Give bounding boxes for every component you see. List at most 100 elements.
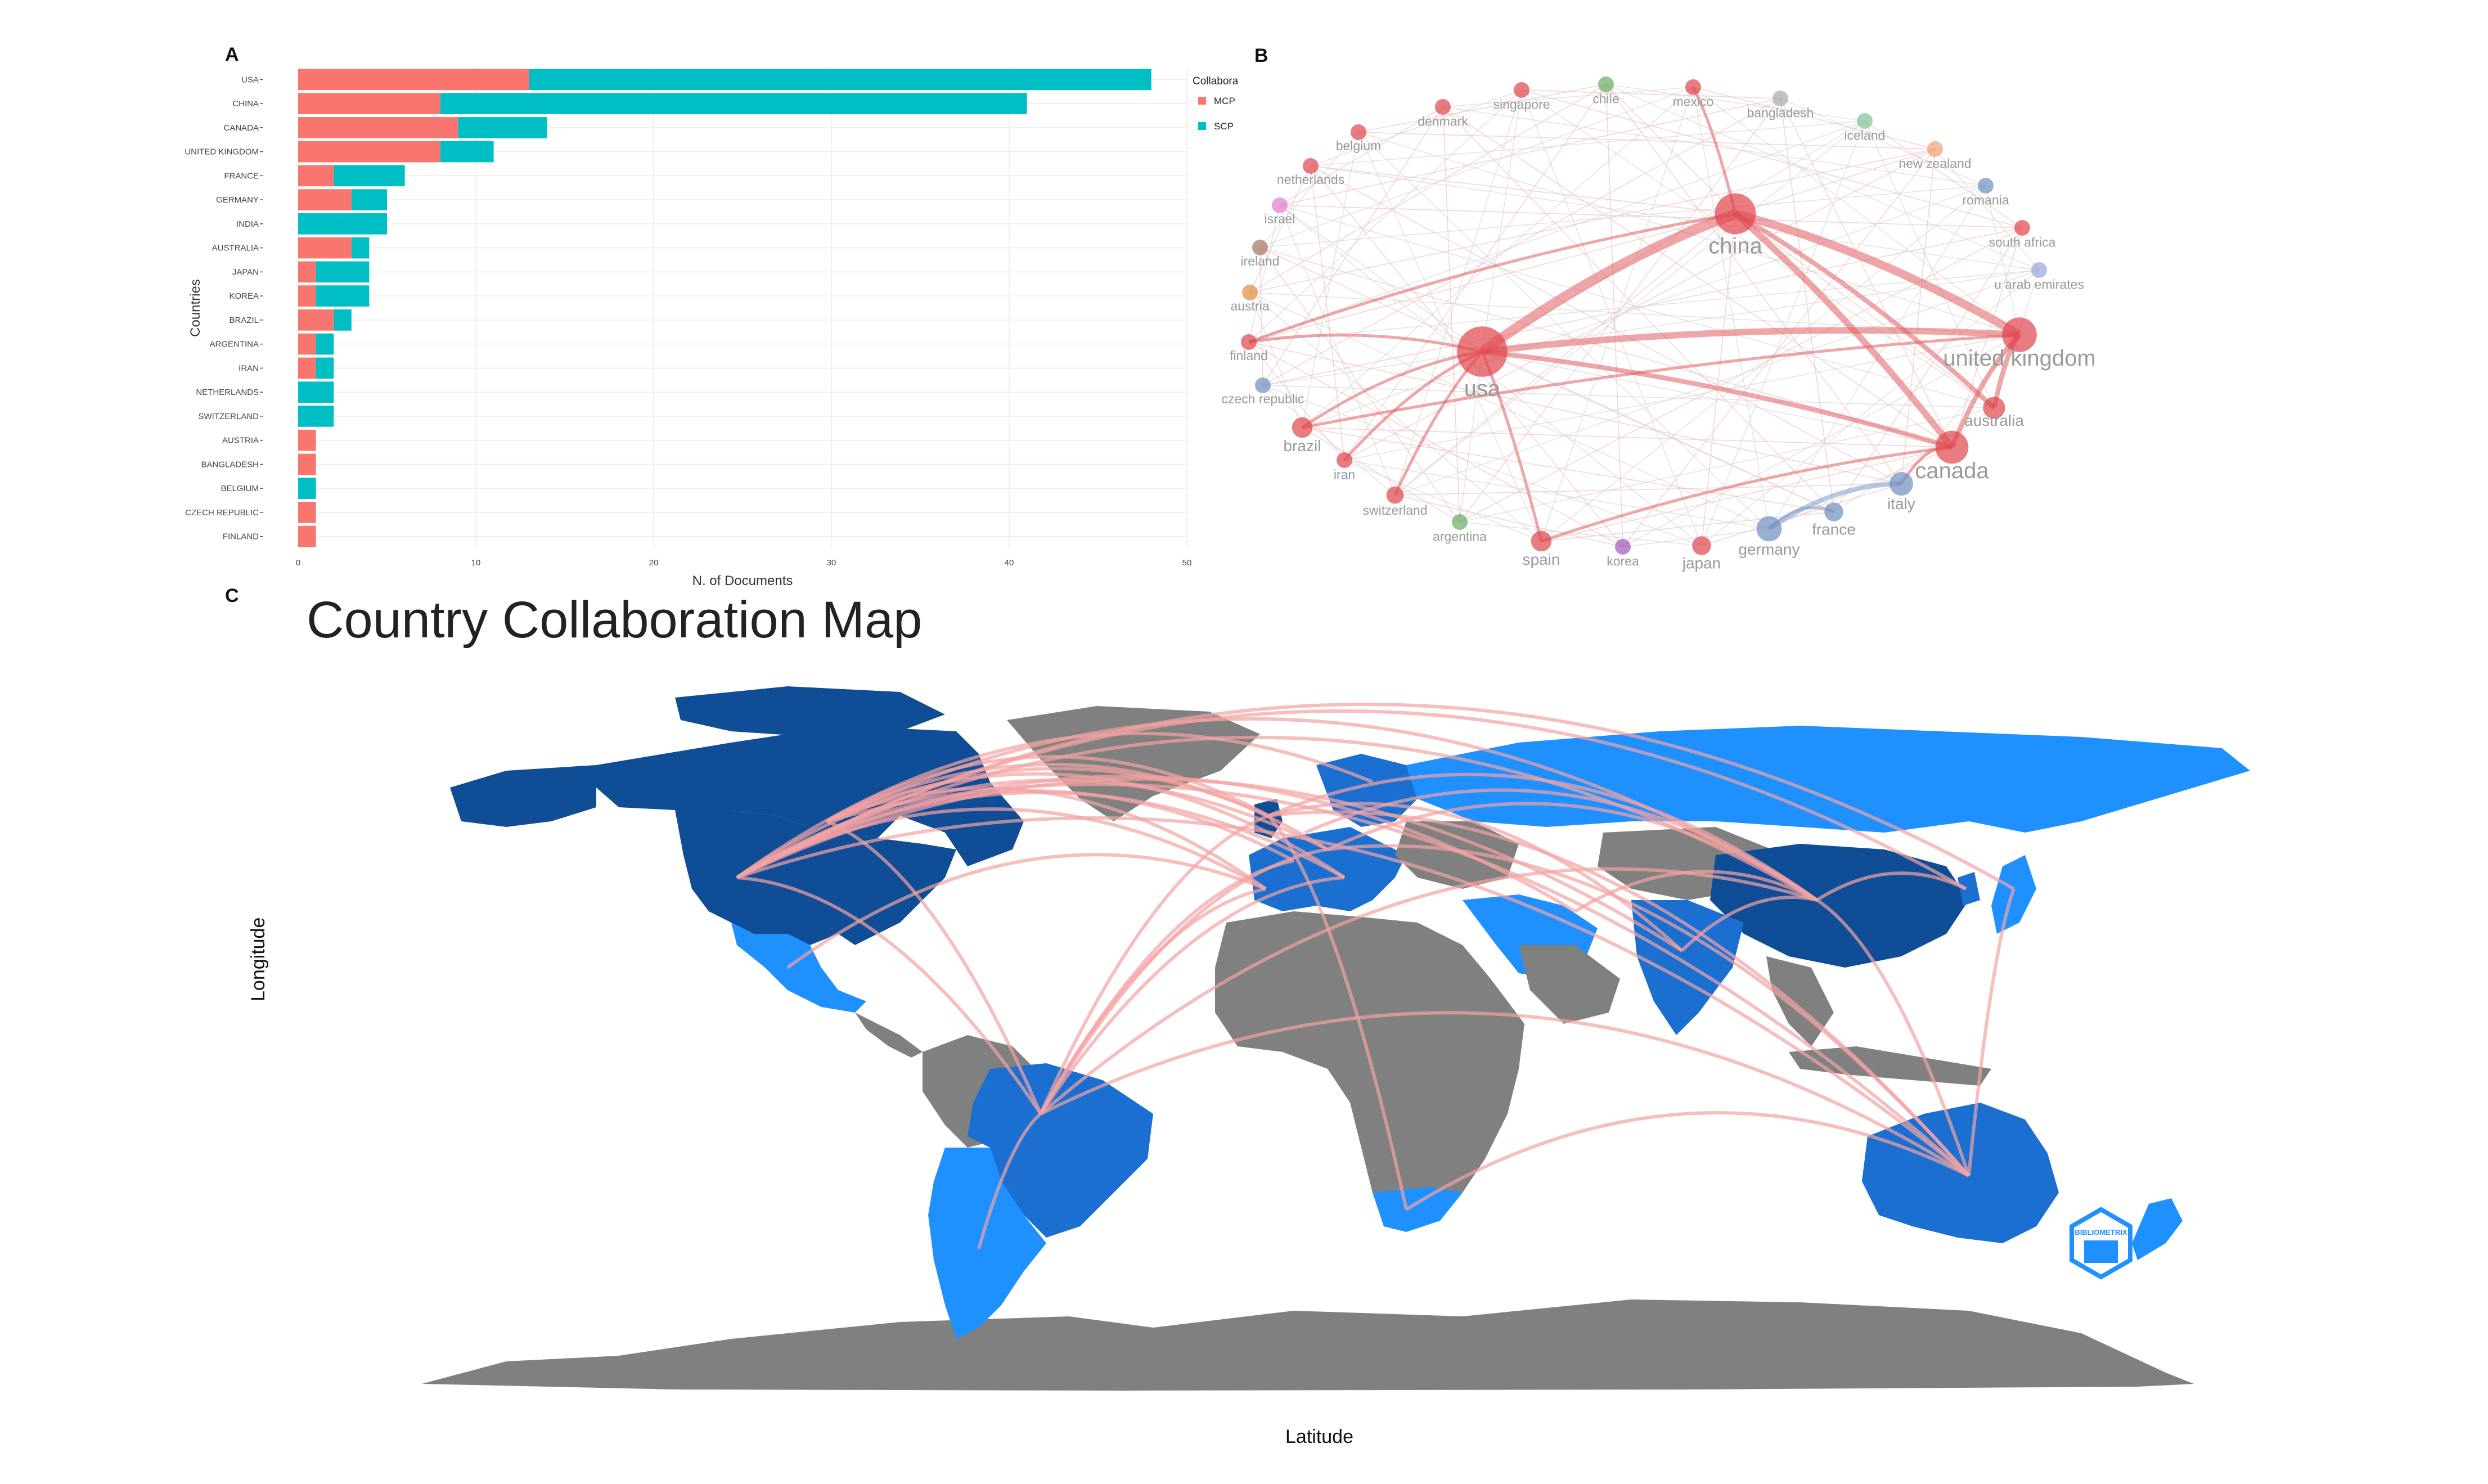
network-edge (1605, 84, 1623, 547)
node-czech (1255, 377, 1271, 393)
legend-label-mcp: MCP (1214, 96, 1235, 106)
network-edge (1248, 120, 1865, 343)
node-label-australia: australia (1964, 412, 2024, 429)
node-label-iran: iran (1334, 467, 1355, 482)
network-edge (1735, 213, 1995, 408)
network-edge (1249, 292, 1542, 542)
node-israel (1272, 197, 1288, 213)
y-tick-label: JAPAN (232, 267, 259, 277)
central-america (855, 1013, 923, 1058)
bar-scp (298, 478, 316, 499)
link-china-germany (1326, 802, 1818, 902)
bar-scp (440, 93, 1027, 114)
network-edge (1249, 84, 1607, 293)
network-edge (1248, 341, 1345, 461)
network-edge (1622, 149, 1936, 547)
network-edge (1780, 98, 1986, 186)
link-india-china (1680, 896, 1817, 952)
node-finland (1241, 334, 1257, 350)
network-edge (1310, 120, 1865, 167)
node-label-chile: chile (1592, 92, 1619, 106)
network-edge (1833, 407, 1995, 512)
y-tick-label: BELGIUM (221, 484, 259, 493)
node-label-canada: canada (1915, 458, 1989, 483)
network-edge (1521, 89, 1781, 99)
link-netherlands-china (1304, 788, 1818, 902)
node-romania (1978, 178, 1994, 194)
y-tick-label: USA (241, 75, 259, 84)
node-iran (1337, 452, 1352, 468)
node-label-israel: israel (1265, 212, 1295, 226)
network-edge (1259, 247, 1834, 512)
node-label-spain: spain (1523, 551, 1560, 568)
network-edge-usa-finland (1248, 334, 1483, 353)
y-tick-label: GERMANY (216, 195, 259, 205)
panel-a: A USA CHINA CANADA UNITED KINGDOM FRANCE GERM… (0, 0, 1256, 596)
network-edge (1780, 98, 1834, 512)
node-sa (2014, 220, 2030, 236)
node-germany (1756, 516, 1782, 542)
y-tick-label: KOREA (229, 291, 259, 301)
node-korea (1615, 539, 1631, 555)
arctic-islands (675, 686, 945, 737)
map-title: Country Collaboration Map (307, 591, 923, 649)
bar-scp (334, 309, 352, 331)
x-axis-title: N. of Documents (692, 573, 793, 588)
y-tick-label: ARGENTINA (209, 340, 259, 349)
panel-c: C Country Collaboration Map Latitude Lon… (0, 585, 2488, 1484)
network-edge (1780, 98, 1952, 448)
bar-scp (298, 406, 334, 427)
network-edge (1693, 87, 1936, 150)
node-nz (1927, 141, 1943, 157)
node-label-japan: japan (1682, 555, 1721, 572)
network-edge (1262, 385, 1702, 546)
node-label-uae: u arab emirates (1994, 277, 2084, 292)
network-edge (1302, 427, 1834, 512)
south-america-south (928, 1148, 1046, 1339)
network-edge (1833, 227, 2023, 512)
node-netherlands (1303, 158, 1319, 174)
bar-scp (316, 285, 370, 307)
node-mexico (1685, 79, 1701, 95)
link-brazil-france (1039, 859, 1294, 1115)
bar-scp (440, 141, 494, 163)
node-label-mexico: mexico (1673, 95, 1714, 109)
link-canada-brazil (826, 820, 1042, 1115)
link-brazil-italy (1039, 876, 1345, 1115)
network-edge (1249, 149, 1936, 293)
node-denmark (1435, 99, 1451, 115)
network-edge (1442, 106, 1952, 448)
network-edge (1248, 341, 1623, 547)
bar-mcp (298, 502, 316, 523)
node-australia (1983, 397, 2005, 419)
link-uk-brazil (1039, 814, 1270, 1115)
network-edge (1262, 385, 1995, 408)
bar-mcp (298, 285, 316, 307)
y-axis-title: Countries (188, 279, 203, 337)
bar-scp (351, 189, 387, 210)
japan (1991, 855, 2036, 934)
link-canada-spain (826, 786, 1267, 891)
link-mexico-spain (786, 853, 1267, 969)
arabia (1519, 945, 1620, 1024)
link-china-canada (826, 717, 1818, 902)
network-edge (1394, 120, 1865, 496)
bar-scp (334, 165, 405, 187)
node-label-uk: united kingdom (1943, 346, 2095, 371)
bar-scp (458, 117, 547, 138)
link-usa-australia (736, 816, 1970, 1177)
usa (675, 810, 956, 945)
link-canada-germany (826, 763, 1329, 851)
node-argentina (1452, 514, 1468, 530)
node-singapore (1514, 82, 1529, 98)
logo-text: BIBLIOMETRIX (2075, 1228, 2127, 1236)
link-usa-brazil (736, 876, 1042, 1115)
link-australia-germany (1327, 844, 1970, 1177)
network-edge (1249, 292, 1770, 529)
node-switzerland (1386, 486, 1404, 504)
x-tick-label: 30 (827, 558, 836, 568)
node-label-bangladesh: bangladesh (1747, 106, 1814, 120)
network-edge (1521, 89, 2023, 228)
node-label-sa: south africa (1989, 235, 2056, 250)
bar-scp (316, 261, 370, 283)
